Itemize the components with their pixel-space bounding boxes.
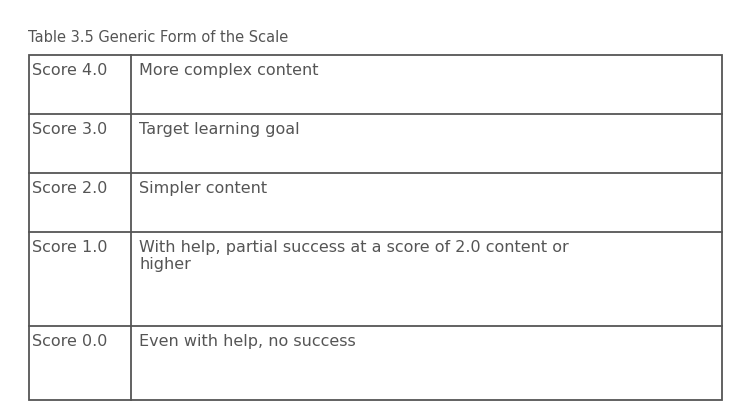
Bar — [28, 55, 722, 400]
Text: Table 3.5 Generic Form of the Scale: Table 3.5 Generic Form of the Scale — [28, 30, 289, 45]
Text: Score 1.0: Score 1.0 — [32, 240, 108, 255]
Text: Target learning goal: Target learning goal — [139, 122, 300, 137]
Text: Simpler content: Simpler content — [139, 181, 267, 196]
Text: More complex content: More complex content — [139, 63, 319, 78]
Text: Score 4.0: Score 4.0 — [32, 63, 108, 78]
Text: Score 0.0: Score 0.0 — [32, 334, 108, 349]
Text: Even with help, no success: Even with help, no success — [139, 334, 356, 349]
Text: Score 3.0: Score 3.0 — [32, 122, 108, 137]
Text: With help, partial success at a score of 2.0 content or
higher: With help, partial success at a score of… — [139, 240, 568, 272]
Text: Score 2.0: Score 2.0 — [32, 181, 108, 196]
